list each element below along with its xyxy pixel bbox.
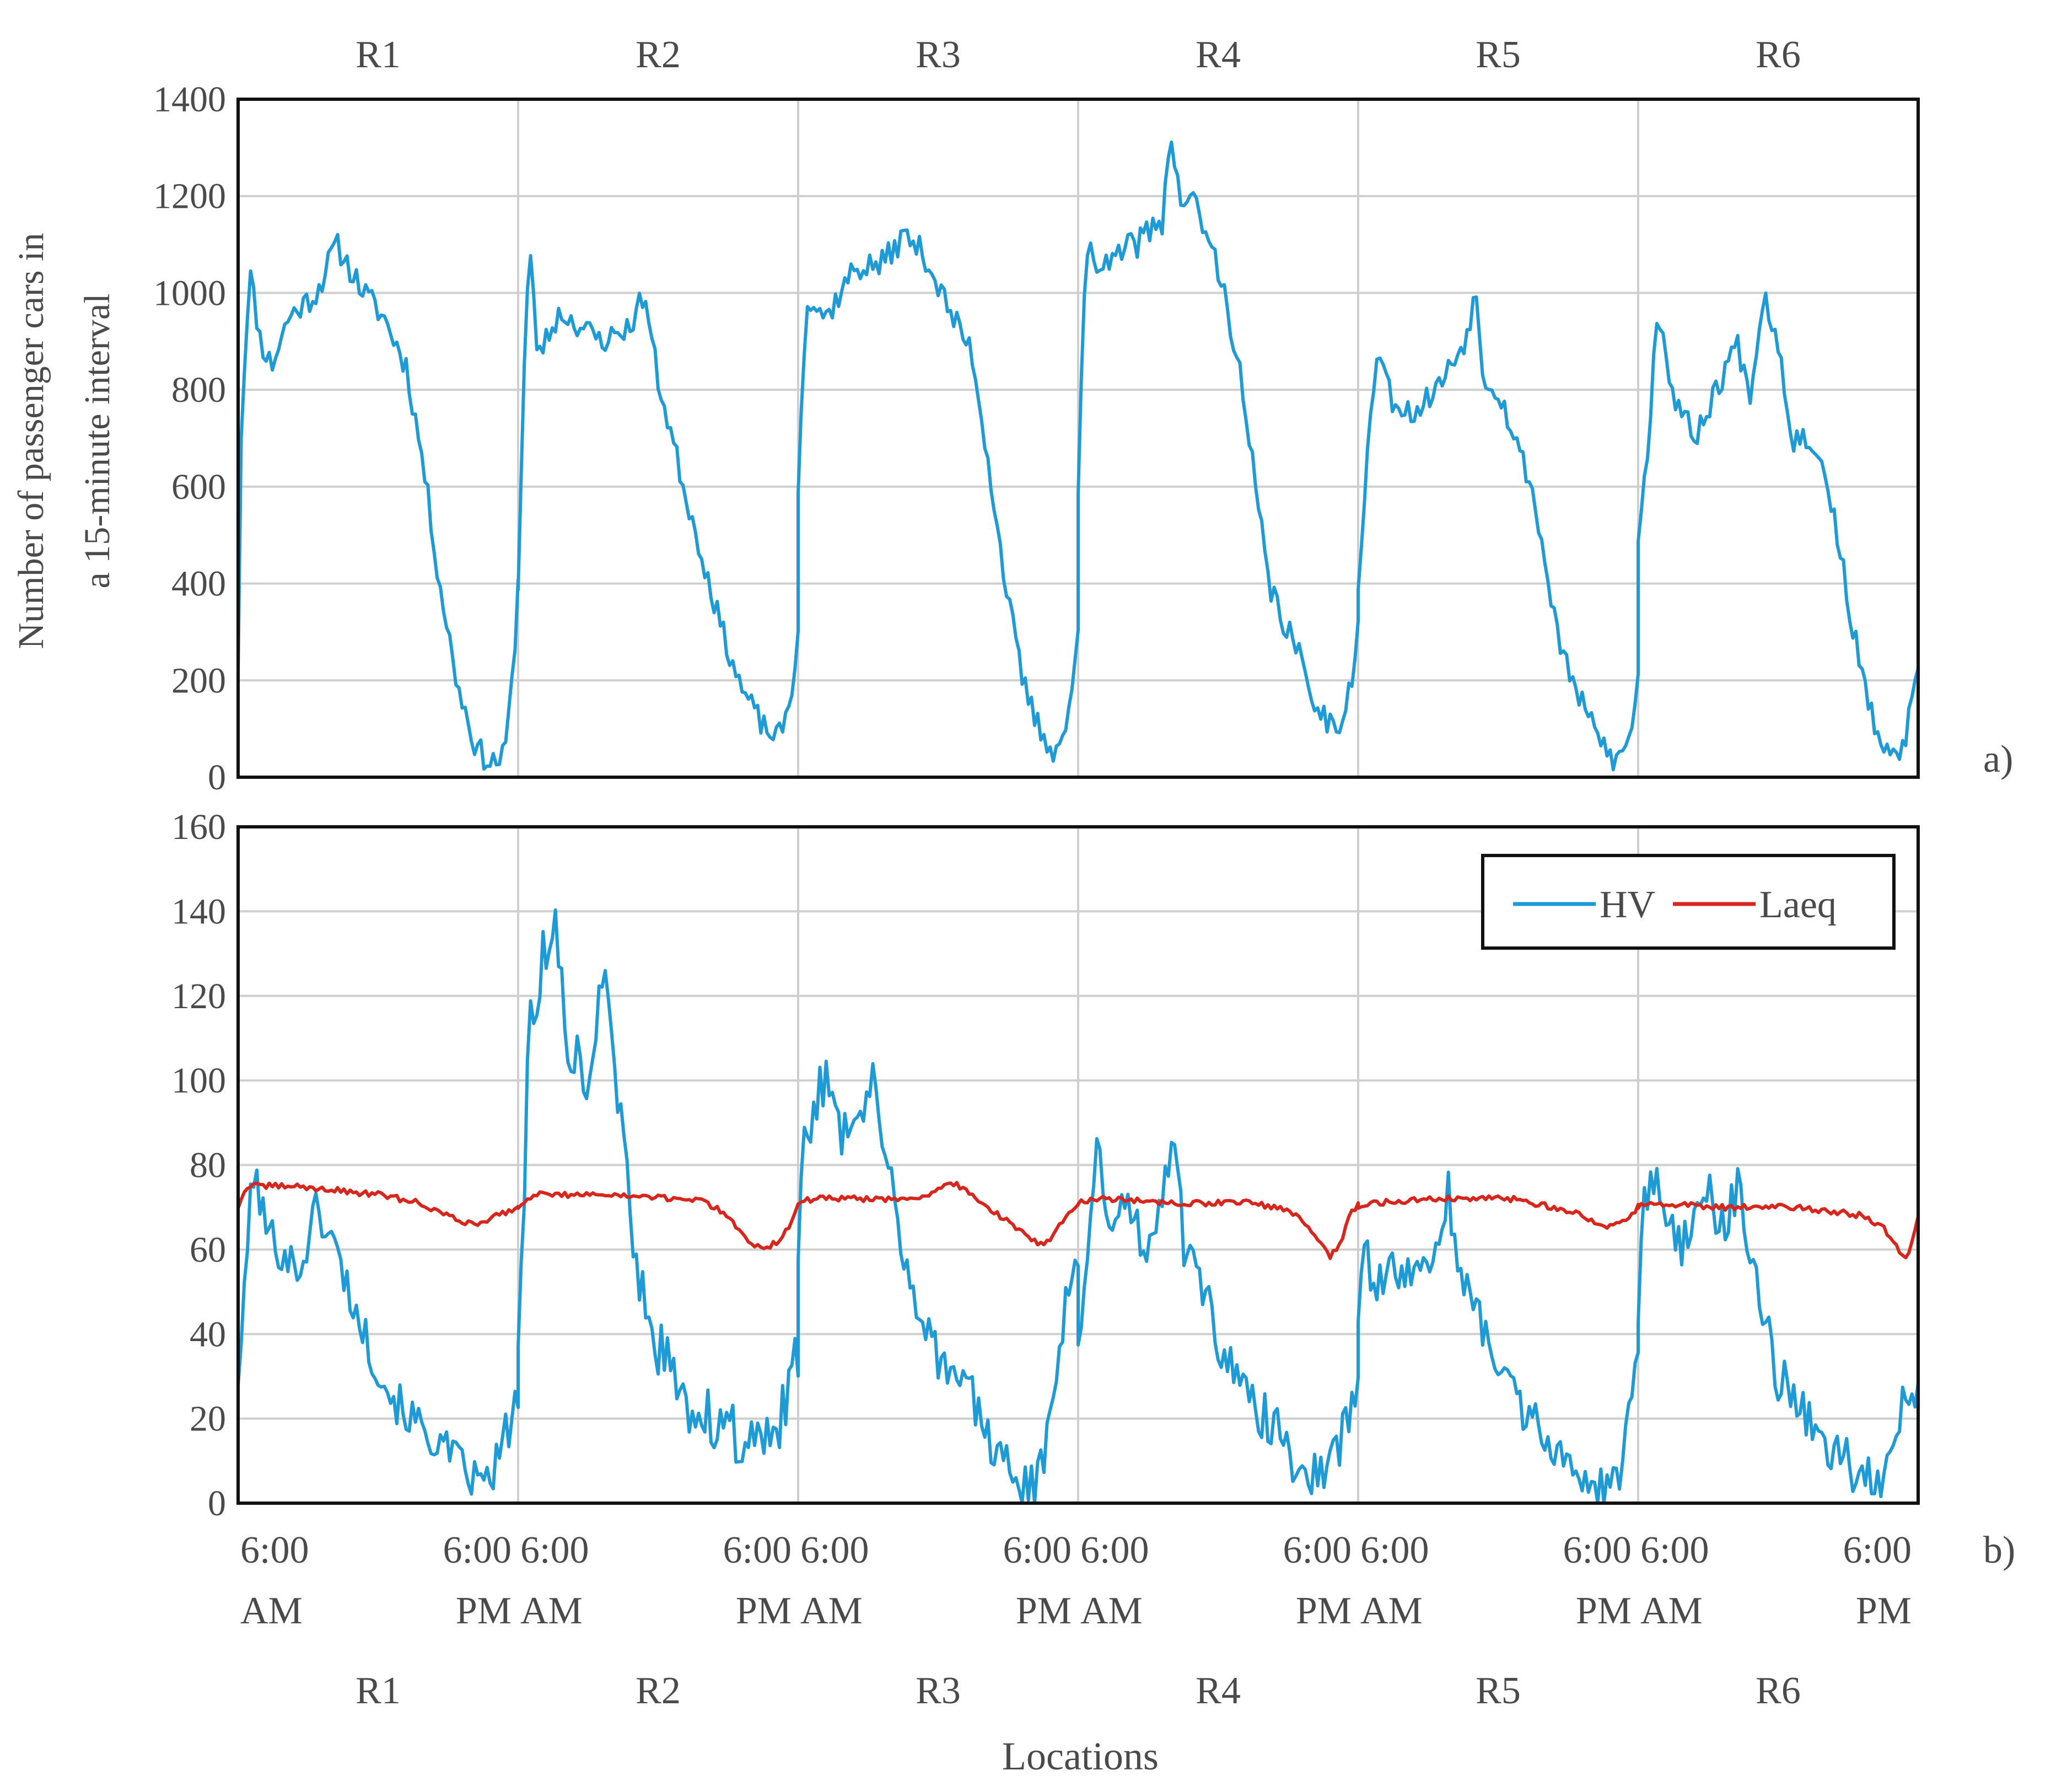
y-tick-label: 1400 (153, 79, 226, 120)
legend: HV Laeq (1481, 854, 1896, 950)
y-ticks-a: 0 200 400 600 800 1000 1200 1400 (153, 79, 226, 798)
y-tick-label: 0 (208, 757, 226, 798)
y-tick-label: 1200 (153, 176, 226, 217)
location-label-top: R6 (1756, 34, 1801, 76)
time-tick-am-period: AM (1640, 1590, 1703, 1632)
y-tick-label: 60 (190, 1230, 226, 1270)
time-tick-pm-period: PM (736, 1590, 792, 1632)
y-tick-label: 200 (171, 660, 226, 701)
series-a (236, 140, 1920, 772)
time-tick-pm-period: PM (1856, 1590, 1912, 1632)
time-tick-am-period: AM (800, 1590, 863, 1632)
time-tick-labels: 6:00AM6:00PM6:00AM6:00PM6:00AM6:00PM6:00… (240, 1529, 1912, 1632)
time-tick-am-hour: 6:00 (240, 1529, 309, 1572)
y-axis-title-line-1: Number of passenger cars in (11, 233, 51, 649)
y-tick-label: 80 (190, 1145, 226, 1186)
legend-box (1481, 854, 1896, 950)
time-tick-am-period: AM (1360, 1590, 1423, 1632)
y-tick-label: 120 (171, 976, 226, 1016)
y-tick-label: 40 (190, 1314, 226, 1354)
time-tick-pm-hour: 6:00 (723, 1529, 792, 1572)
y-tick-label: 100 (171, 1061, 226, 1101)
time-tick-pm-period: PM (1016, 1590, 1072, 1632)
legend-hv-label: HV (1600, 884, 1655, 926)
time-tick-pm-period: PM (1296, 1590, 1352, 1632)
time-tick-am-period: AM (1080, 1590, 1143, 1632)
series-b (236, 908, 1920, 1505)
y-axis-title-line-2: a 15-minute interval (77, 293, 117, 588)
location-label-top: R1 (356, 34, 401, 76)
time-tick-pm-hour: 6:00 (443, 1529, 512, 1572)
y-tick-label: 20 (190, 1399, 226, 1439)
y-tick-label: 1000 (153, 273, 226, 313)
plot-frame-b (236, 825, 1920, 1505)
panel-label-b: b) (1983, 1529, 2015, 1572)
series-line-hv (236, 908, 1920, 1505)
time-tick-pm-hour: 6:00 (1283, 1529, 1352, 1572)
legend-laeq-label: Laeq (1759, 884, 1837, 926)
time-tick-am-period: AM (520, 1590, 583, 1632)
location-label-top: R2 (636, 34, 681, 76)
time-tick-pm-period: PM (456, 1590, 512, 1632)
x-axis-title: Locations (1002, 1734, 1159, 1778)
y-tick-label: 600 (171, 467, 226, 507)
y-tick-label: 400 (171, 564, 226, 604)
time-tick-am-period: AM (240, 1590, 303, 1632)
time-tick-am-hour: 6:00 (520, 1529, 589, 1572)
time-tick-am-hour: 6:00 (1080, 1529, 1149, 1572)
location-label-bottom: R2 (636, 1670, 681, 1712)
location-label-bottom: R4 (1196, 1670, 1241, 1712)
location-label-bottom: R1 (356, 1670, 401, 1712)
location-label-top: R4 (1196, 34, 1241, 76)
time-tick-am-hour: 6:00 (1640, 1529, 1709, 1572)
y-ticks-b: 0 20 40 60 80 100 120 140 160 (171, 807, 226, 1524)
y-tick-label: 160 (171, 807, 226, 847)
y-tick-label: 140 (171, 891, 226, 932)
y-tick-label: 0 (208, 1483, 226, 1524)
y-tick-label: 800 (171, 370, 226, 410)
series-line-passenger-cars (236, 140, 1920, 772)
location-label-top: R5 (1476, 34, 1521, 76)
time-tick-pm-period: PM (1576, 1590, 1632, 1632)
location-label-top: R3 (916, 34, 961, 76)
location-label-bottom: R5 (1476, 1670, 1521, 1712)
time-tick-am-hour: 6:00 (800, 1529, 869, 1572)
time-tick-pm-hour: 6:00 (1843, 1529, 1912, 1572)
location-label-bottom: R3 (916, 1670, 961, 1712)
location-label-bottom: R6 (1756, 1670, 1801, 1712)
time-tick-am-hour: 6:00 (1360, 1529, 1429, 1572)
bottom-location-labels: R1 R2 R3 R4 R5 R6 (356, 1670, 1801, 1712)
time-tick-pm-hour: 6:00 (1563, 1529, 1632, 1572)
panel-label-a: a) (1983, 738, 2013, 781)
top-location-labels: R1 R2 R3 R4 R5 R6 (356, 34, 1801, 76)
time-tick-pm-hour: 6:00 (1003, 1529, 1072, 1572)
plot-frame-a (236, 98, 1920, 779)
series-line-laeq (236, 1181, 1920, 1260)
chart-a: Number of passenger cars in a 15-minute … (11, 34, 2013, 798)
